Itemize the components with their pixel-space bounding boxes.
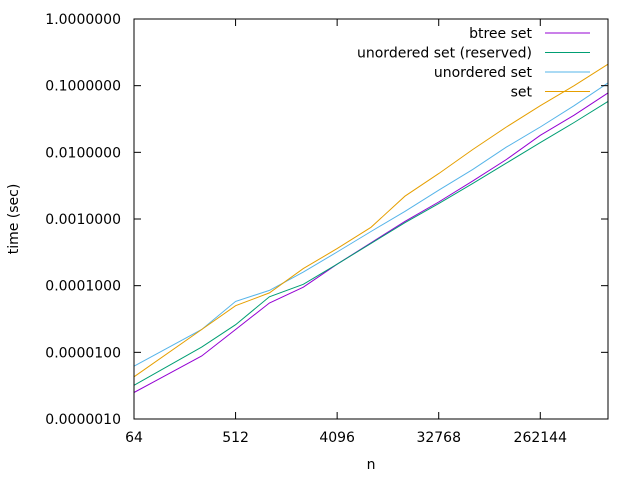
y-axis-title: time (sec)	[6, 184, 22, 255]
x-tick-label: 64	[125, 430, 143, 446]
series-line-set	[133, 63, 609, 378]
legend-label: unordered set (reserved)	[357, 46, 532, 62]
legend-label: btree set	[469, 26, 532, 42]
legend-label: set	[511, 85, 533, 101]
y-tick-label: 0.1000000	[45, 79, 121, 95]
legend: btree set unordered set (reserved) unorder…	[357, 26, 590, 101]
x-tick-label: 512	[222, 430, 249, 446]
y-tick-label: 0.0100000	[45, 145, 121, 161]
y-tick-label: 1.0000000	[45, 12, 121, 28]
y-tick-label: 0.0000100	[45, 345, 121, 361]
series-line-btree-set	[133, 92, 609, 393]
legend-label: unordered set	[434, 65, 533, 81]
series-line-unordered-set-reserved-	[133, 100, 609, 386]
x-axis-title: n	[367, 457, 376, 473]
x-tick-label: 32768	[416, 430, 461, 446]
y-tick-label: 0.0001000	[45, 279, 121, 295]
x-tick-label: 262144	[514, 430, 568, 446]
x-tick-label: 4096	[319, 430, 355, 446]
series-line-unordered-set	[133, 82, 609, 367]
y-tick-label: 0.0010000	[45, 212, 121, 228]
plot-frame	[133, 18, 609, 420]
y-tick-label: 0.0000010	[45, 412, 121, 428]
